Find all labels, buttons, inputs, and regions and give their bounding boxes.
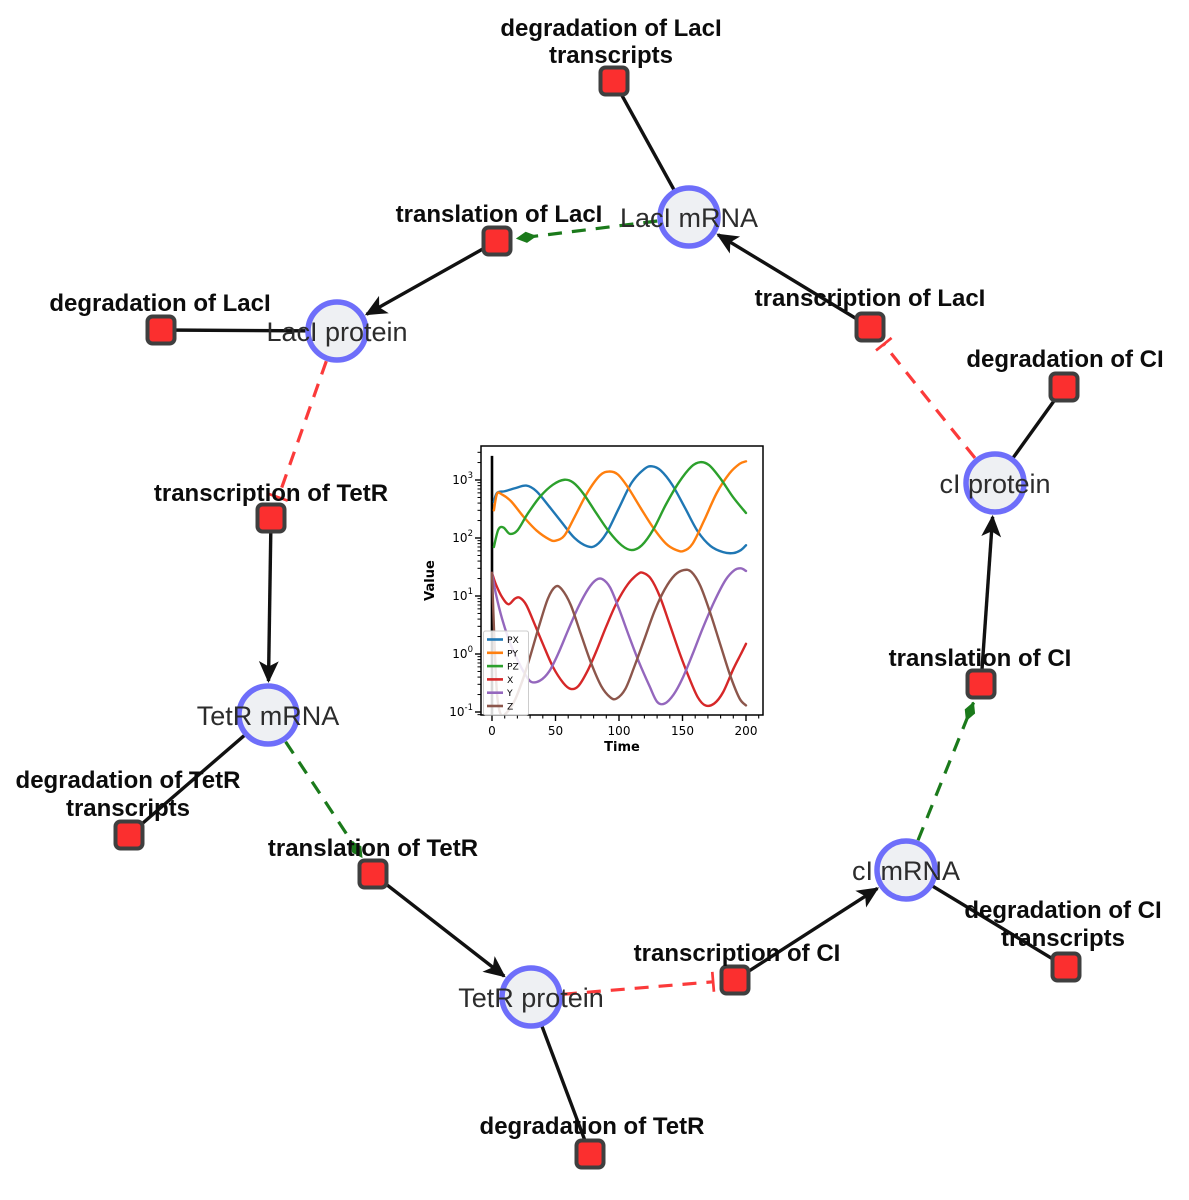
- label-degradation-cI-transcripts-2: transcripts: [1001, 925, 1125, 952]
- edge-tetR-protein-inhibits-cI-transcription: [562, 971, 716, 996]
- species-node-lacI-mrna: [657, 185, 721, 249]
- label-degradation-cI: degradation of CI: [966, 346, 1163, 373]
- species-node-tetR-protein: [499, 965, 563, 1029]
- species-node-cI-mrna: [874, 838, 938, 902]
- modifier-edges: [284, 219, 976, 859]
- legend-label-Y: Y: [506, 688, 513, 699]
- series-line-PZ: [492, 460, 748, 552]
- label-translation-cI: translation of CI: [889, 645, 1072, 672]
- legend-label-PY: PY: [507, 648, 518, 659]
- reaction-nodes: [113, 65, 1082, 1170]
- label-lacI-mrna: LacI mRNA: [620, 203, 758, 233]
- edge-translation-tetR-to-protein: [371, 872, 506, 978]
- legend-label-PZ: PZ: [507, 662, 519, 673]
- chart-frame: [480, 445, 764, 716]
- production-edges: [258, 233, 1002, 982]
- label-cI-protein: cI protein: [939, 469, 1050, 499]
- edge-translation-lacI-to-protein: [364, 239, 498, 316]
- legend-label-PX: PX: [507, 635, 519, 646]
- label-degradation-lacI: degradation of LacI: [49, 290, 270, 317]
- legend-label-Z: Z: [507, 702, 513, 713]
- label-translation-lacI: translation of LacI: [396, 201, 603, 228]
- x-tick-label: 200: [735, 724, 758, 738]
- x-tick-label: 150: [671, 724, 694, 738]
- x-tick-label: 50: [548, 724, 563, 738]
- label-lacI-protein: LacI protein: [266, 317, 407, 347]
- reaction-node-translation-tetR: [357, 858, 389, 890]
- reaction-node-transcription-tetR: [255, 502, 287, 534]
- label-degradation-lacI-transcripts-1: degradation of LacI: [500, 15, 721, 42]
- y-tick-label: 10-1: [449, 703, 473, 719]
- species-node-tetR-mrna: [236, 683, 300, 747]
- reaction-node-degradation-tetR-transcripts: [113, 819, 145, 851]
- label-tetR-protein: TetR protein: [458, 983, 604, 1013]
- chart-canvas: 0 50 100 150 200 10-1 100 101 102 103 Time Value PX P…: [423, 445, 764, 755]
- label-degradation-tetR-transcripts-2: transcripts: [66, 795, 190, 822]
- species-nodes: [236, 185, 1027, 1029]
- edge-transcription-lacI-to-mrna: [716, 233, 871, 329]
- series-line-PX: [492, 465, 748, 555]
- reaction-node-translation-cI: [965, 668, 997, 700]
- inhibition-edges: [268, 336, 977, 996]
- label-cI-mrna: cI mRNA: [852, 856, 960, 886]
- y-tick-label: 100: [452, 645, 473, 661]
- label-degradation-tetR-transcripts-1: degradation of TetR: [16, 767, 241, 794]
- reaction-node-translation-lacI: [481, 225, 513, 257]
- reaction-node-degradation-tetR: [574, 1138, 606, 1170]
- edge-cI-mrna-activates-translation: [916, 701, 976, 841]
- x-tick-label: 100: [608, 724, 631, 738]
- label-translation-tetR: translation of TetR: [268, 835, 478, 862]
- edge-transcription-tetR-to-mrna: [258, 517, 279, 683]
- y-tick-label: 102: [452, 529, 473, 545]
- species-labels: LacI mRNA LacI protein TetR mRNA TetR pr…: [197, 203, 1051, 1013]
- label-transcription-cI: transcription of CI: [634, 940, 841, 967]
- label-transcription-lacI: transcription of LacI: [755, 285, 986, 312]
- label-degradation-cI-transcripts-1: degradation of CI: [964, 897, 1161, 924]
- y-tick-label: 103: [452, 471, 473, 487]
- edge-lacI-protein-inhibits-tetR-transcription: [268, 360, 328, 502]
- simulation-chart-inset: 0 50 100 150 200 10-1 100 101 102 103 Time Value PX P…: [420, 433, 790, 783]
- series-line-Z: [490, 568, 748, 715]
- reaction-node-degradation-lacI-transcripts: [598, 65, 630, 97]
- x-axis-title: Time: [604, 740, 640, 755]
- edge-translation-cI-to-protein: [979, 514, 1002, 685]
- x-tick-label: 0: [488, 724, 496, 738]
- reaction-labels: degradation of LacI transcripts translat…: [16, 15, 1164, 1140]
- reaction-node-transcription-cI: [719, 964, 751, 996]
- label-tetR-mrna: TetR mRNA: [197, 701, 340, 731]
- reaction-node-degradation-lacI: [145, 314, 177, 346]
- y-axis-title: Value: [423, 560, 438, 601]
- species-node-cI-protein: [963, 451, 1027, 515]
- y-tick-label: 101: [452, 587, 473, 603]
- label-degradation-tetR: degradation of TetR: [480, 1113, 705, 1140]
- edge-transcription-cI-to-mrna: [734, 886, 880, 982]
- reaction-node-degradation-cI: [1048, 371, 1080, 403]
- legend-label-X: X: [507, 675, 513, 686]
- legend-box: [483, 630, 529, 716]
- series-line-X: [490, 571, 748, 708]
- reaction-node-degradation-cI-transcripts: [1050, 951, 1082, 983]
- species-node-lacI-protein: [305, 299, 369, 363]
- label-transcription-tetR: transcription of TetR: [154, 480, 388, 507]
- series-line-Y: [490, 567, 748, 706]
- reaction-node-transcription-lacI: [854, 311, 886, 343]
- label-degradation-lacI-transcripts-2: transcripts: [549, 42, 673, 69]
- edge-cI-protein-inhibits-lacI-transcription: [875, 336, 977, 460]
